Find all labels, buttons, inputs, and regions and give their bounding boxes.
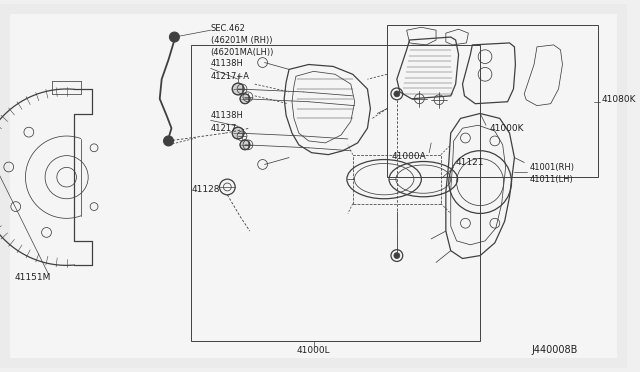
Text: 41001(RH): 41001(RH): [529, 163, 574, 172]
Text: 41080K: 41080K: [602, 95, 636, 104]
Text: 41000K: 41000K: [490, 124, 524, 133]
Text: (46201MA(LH)): (46201MA(LH)): [211, 48, 274, 57]
Text: 41151M: 41151M: [15, 273, 51, 282]
Circle shape: [232, 83, 244, 95]
Bar: [353, 155, 441, 203]
Text: 41000A: 41000A: [392, 151, 427, 161]
Text: 41217: 41217: [211, 124, 237, 133]
Text: 41011(LH): 41011(LH): [529, 175, 573, 184]
Text: 41217+A: 41217+A: [211, 72, 250, 81]
Circle shape: [164, 136, 173, 146]
Text: 41138H: 41138H: [211, 60, 244, 68]
Text: 41138H: 41138H: [211, 111, 244, 121]
Text: J440008B: J440008B: [532, 344, 578, 355]
Circle shape: [240, 140, 250, 150]
Circle shape: [394, 253, 400, 259]
Text: (46201M (RH)): (46201M (RH)): [211, 36, 272, 45]
Text: SEC.462: SEC.462: [211, 24, 246, 33]
Circle shape: [394, 91, 400, 97]
Text: 41128: 41128: [191, 185, 220, 194]
Text: 41000L: 41000L: [297, 346, 330, 355]
Text: 41121: 41121: [456, 158, 484, 167]
Circle shape: [232, 127, 244, 139]
Circle shape: [240, 94, 250, 104]
Circle shape: [170, 32, 179, 42]
